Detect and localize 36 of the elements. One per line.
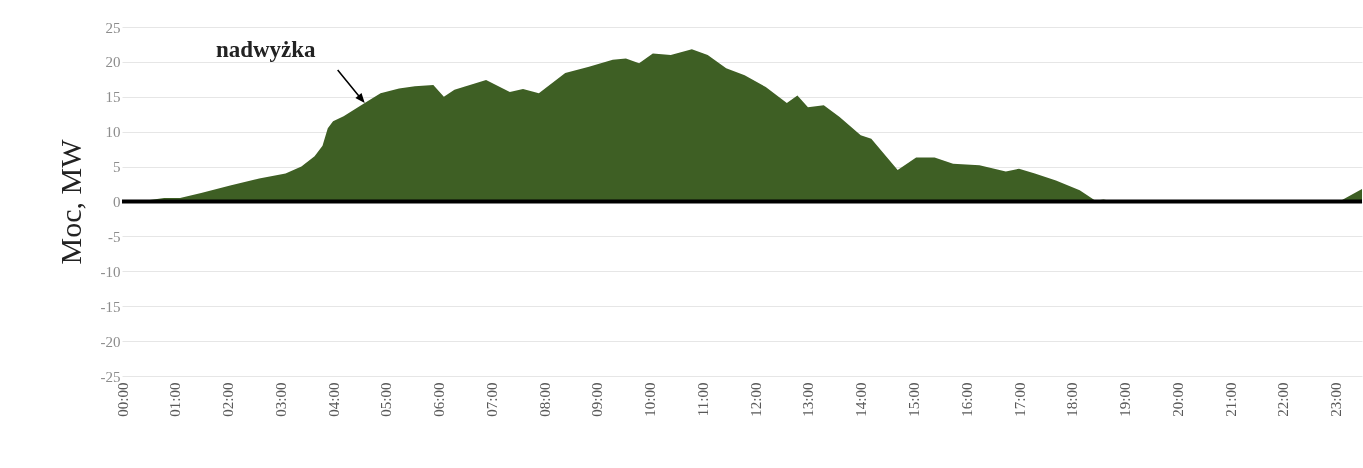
x-tick-label: 08:00 bbox=[536, 382, 553, 417]
x-tick-label: 06:00 bbox=[431, 382, 448, 417]
y-tick-label: 10 bbox=[105, 124, 121, 141]
y-tick-label: 20 bbox=[105, 54, 121, 71]
x-tick-label: 07:00 bbox=[483, 382, 500, 417]
x-tick-label: 10:00 bbox=[642, 382, 659, 417]
x-tick-label: 17:00 bbox=[1011, 382, 1028, 417]
y-tick-label: -15 bbox=[100, 298, 121, 315]
x-tick-label: 12:00 bbox=[747, 382, 764, 417]
x-tick-label: 04:00 bbox=[325, 382, 342, 417]
y-tick-label: -10 bbox=[100, 263, 121, 280]
x-tick-label: 22:00 bbox=[1275, 382, 1292, 417]
x-tick-label: 15:00 bbox=[905, 382, 922, 417]
x-tick-label: 11:00 bbox=[694, 382, 711, 417]
x-tick-label: 14:00 bbox=[853, 382, 870, 417]
x-tick-label: 13:00 bbox=[800, 382, 817, 417]
x-tick-label: 20:00 bbox=[1169, 382, 1186, 417]
x-tick-label: 05:00 bbox=[378, 382, 395, 417]
x-tick-label: 19:00 bbox=[1117, 382, 1134, 417]
x-tick-label: 01:00 bbox=[167, 382, 184, 417]
x-tick-label: 18:00 bbox=[1064, 382, 1081, 417]
x-tick-label: 02:00 bbox=[220, 382, 237, 417]
x-tick-label: 21:00 bbox=[1222, 382, 1239, 417]
x-tick-label: 23:00 bbox=[1328, 382, 1345, 417]
x-tick-label: 00:00 bbox=[114, 382, 131, 417]
x-tick-label: 16:00 bbox=[958, 382, 975, 417]
y-tick-label: 0 bbox=[113, 194, 121, 210]
annotation: nadwyżka bbox=[215, 37, 317, 63]
x-tick-label: 09:00 bbox=[589, 382, 606, 417]
y-tick-label: -20 bbox=[100, 333, 121, 350]
y-tick-label: 15 bbox=[105, 89, 121, 106]
y-tick-label: -5 bbox=[108, 228, 121, 245]
x-tick-label: 03:00 bbox=[272, 382, 289, 417]
y-tick-label: 5 bbox=[113, 159, 121, 176]
y-axis-title: Moc, MW bbox=[53, 138, 87, 265]
y-tick-label: 25 bbox=[105, 19, 121, 36]
